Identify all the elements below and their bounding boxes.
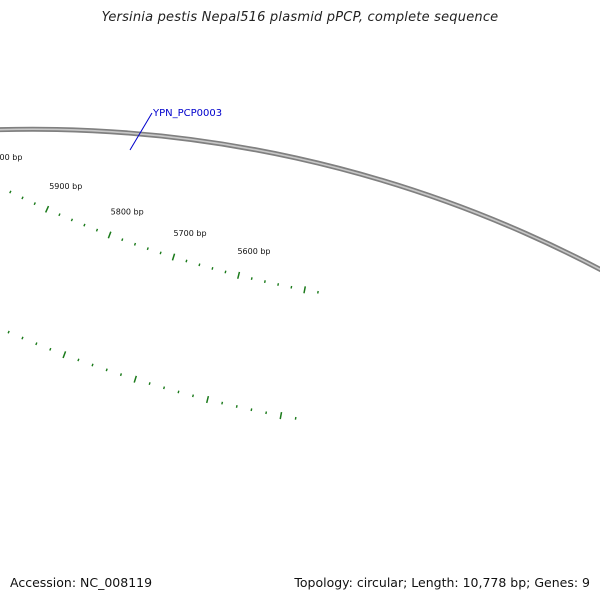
map-title: Yersinia pestis Nepal516 plasmid pPCP, c… (101, 10, 499, 25)
major-tick-outer (44, 205, 50, 213)
minor-tick-inner (163, 386, 166, 390)
minor-tick-inner (35, 342, 38, 346)
minor-tick-outer (33, 202, 36, 206)
accession-label: Accession: NC_008119 (10, 575, 153, 590)
minor-tick-outer (250, 277, 253, 280)
minor-tick-inner (265, 411, 268, 415)
minor-tick-inner (191, 394, 195, 398)
backbone-outer-line (0, 126, 600, 273)
minor-tick-inner (49, 347, 52, 351)
tick-labels: YPN_PCP00036500 bp6400 bp6300 bp6200 bp6… (0, 108, 271, 256)
minor-tick-outer (290, 285, 293, 289)
major-tick-outer (171, 253, 176, 261)
minor-tick-outer (121, 238, 124, 242)
minor-tick-outer (70, 218, 74, 222)
minor-tick-outer (21, 196, 24, 200)
gene-label[interactable]: YPN_PCP0003 (152, 108, 222, 119)
major-tick-inner (279, 412, 283, 420)
major-tick-inner (133, 375, 138, 383)
minor-tick-outer (133, 242, 137, 246)
minor-tick-outer (83, 223, 86, 227)
minor-tick-inner (105, 368, 108, 372)
tick-label: 6000 bp (0, 153, 22, 162)
minor-tick-outer (58, 213, 61, 217)
inner-tick-ring (7, 330, 297, 420)
tick-label: 5600 bp (237, 247, 270, 256)
sequence-summary: Topology: circular; Length: 10,778 bp; G… (294, 575, 590, 590)
minor-tick-inner (250, 408, 253, 412)
minor-tick-outer (146, 247, 149, 251)
minor-tick-outer (263, 280, 266, 284)
minor-tick-inner (77, 358, 80, 362)
major-tick-inner (205, 395, 210, 404)
minor-tick-outer (224, 270, 227, 274)
major-tick-outer (237, 271, 241, 279)
minor-tick-inner (21, 336, 24, 340)
minor-tick-inner (177, 390, 180, 394)
gene-leader-line (129, 112, 153, 151)
minor-tick-inner (119, 373, 123, 377)
minor-tick-outer (277, 283, 280, 286)
minor-tick-outer (9, 190, 12, 194)
minor-tick-inner (7, 330, 10, 334)
major-tick-inner (62, 351, 67, 359)
minor-tick-outer (198, 263, 201, 267)
tick-label: 5800 bp (111, 207, 144, 216)
minor-tick-inner (148, 382, 151, 386)
minor-tick-inner (235, 405, 238, 408)
minor-tick-outer (185, 259, 188, 263)
tick-label: 5700 bp (173, 229, 206, 238)
minor-tick-inner (91, 363, 94, 367)
major-tick-outer (303, 286, 307, 294)
plasmid-backbone (0, 126, 600, 273)
minor-tick-outer (95, 228, 99, 232)
minor-tick-outer (211, 267, 214, 270)
outer-tick-ring (9, 190, 319, 294)
minor-tick-outer (159, 251, 162, 255)
major-tick-outer (107, 231, 112, 239)
backbone-inner-line (0, 128, 600, 271)
tick-label: 5900 bp (49, 182, 82, 191)
minor-tick-inner (221, 401, 224, 405)
